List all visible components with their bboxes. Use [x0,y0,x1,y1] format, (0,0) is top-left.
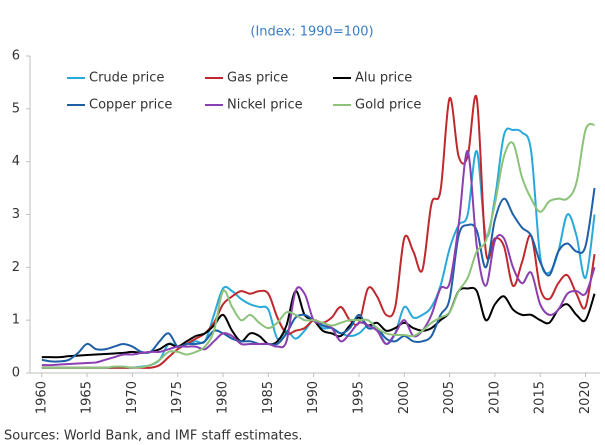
series-line [41,286,596,359]
x-tick-label: 2005 [442,381,457,414]
x-tick-label: 1985 [261,381,276,414]
x-tick-label: 1960 [34,381,49,414]
x-tick-label: 1975 [170,381,185,414]
series-line [41,127,596,369]
series-line [41,187,596,363]
y-tick-label: 3 [12,207,20,222]
legend-label: Copper price [89,98,172,113]
x-tick-label: 2000 [397,381,412,414]
series-line [41,123,596,369]
legend-label: Crude price [89,71,164,86]
chart-title: (Index: 1990=100) [250,25,373,40]
y-tick-label: 6 [12,49,20,64]
x-tick-label: 2015 [533,381,548,414]
source-note: Sources: World Bank, and IMF staff estim… [4,429,303,444]
legend-label: Nickel price [227,98,303,113]
y-tick-label: 5 [12,101,20,116]
series-line [41,150,596,367]
y-tick-label: 1 [12,313,20,328]
x-tick-label: 1970 [125,381,140,414]
x-tick-label: 1965 [80,381,95,414]
y-tick-label: 0 [12,366,20,381]
x-tick-label: 2020 [578,381,593,414]
x-tick-label: 1995 [351,381,366,414]
x-tick-label: 1980 [216,381,231,414]
x-tick-label: 2010 [487,381,502,414]
y-tick-label: 2 [12,260,20,275]
x-tick-label: 1990 [306,381,321,414]
y-tick-label: 4 [12,154,20,169]
legend-label: Gas price [227,71,288,86]
legend-label: Gold price [355,98,421,113]
legend-label: Alu price [355,71,412,86]
